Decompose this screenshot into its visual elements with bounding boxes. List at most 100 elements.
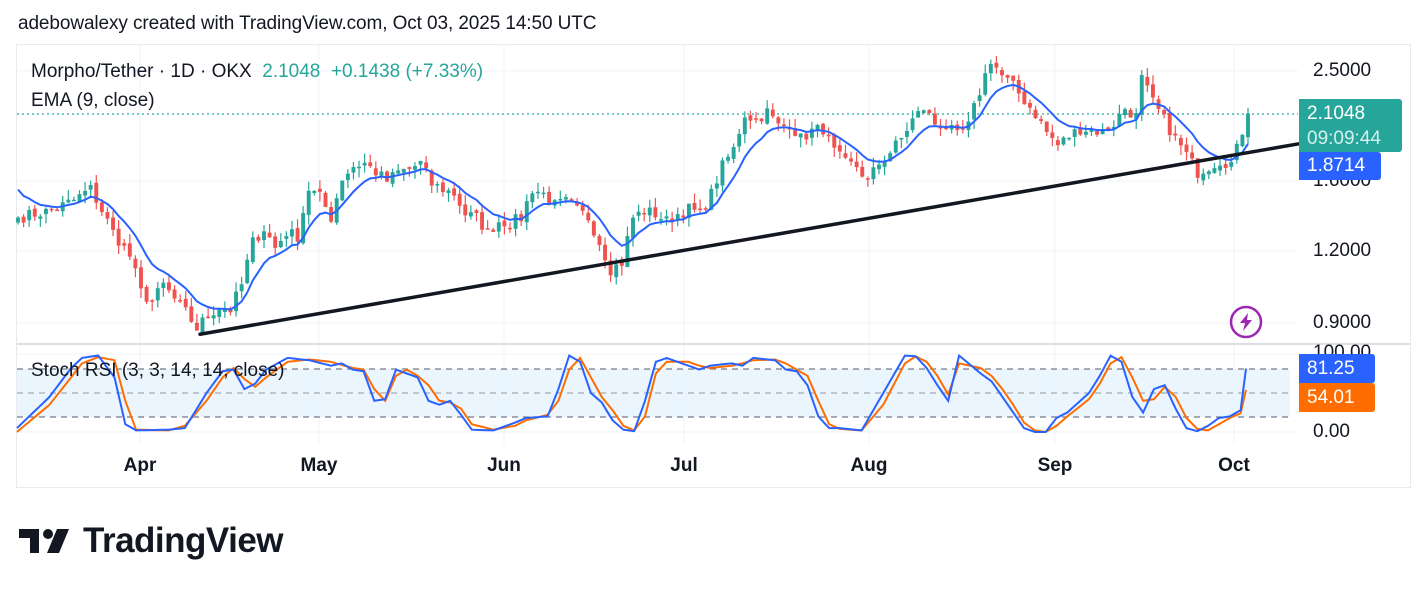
candle-down: [105, 207, 110, 225]
candle-body: [340, 180, 345, 201]
candle-down: [256, 234, 261, 243]
candle-body: [726, 156, 731, 161]
candle-body: [558, 198, 563, 201]
candle-body: [111, 217, 116, 230]
candle-body: [698, 208, 703, 211]
candle-body: [597, 235, 602, 246]
candle-down: [508, 222, 512, 233]
candle-down: [692, 193, 697, 213]
candle-body: [748, 115, 753, 121]
candle-body: [357, 166, 362, 169]
candle-body: [452, 188, 457, 196]
candle-body: [1134, 113, 1139, 120]
candle-down: [183, 290, 188, 311]
candle-body: [1212, 168, 1217, 173]
candle-body: [1206, 171, 1211, 175]
candle-body: [144, 286, 149, 302]
candle-up: [535, 182, 540, 199]
candle-down: [116, 220, 121, 255]
candle-up: [217, 308, 222, 324]
ema-legend[interactable]: EMA (9, close): [31, 90, 155, 111]
candle-down: [1095, 130, 1100, 137]
candle-body: [245, 259, 250, 284]
candle-down: [849, 151, 854, 166]
ema-line: [17, 83, 1249, 311]
trendline[interactable]: [198, 142, 1300, 336]
candle-up: [1212, 162, 1217, 174]
tradingview-logo[interactable]: TradingView: [19, 521, 284, 561]
candle-up: [278, 233, 283, 249]
candle-down: [206, 307, 211, 319]
candle-body: [614, 264, 619, 278]
candle-body: [1106, 127, 1111, 131]
candle-body: [1039, 119, 1044, 121]
candle-up: [977, 88, 982, 107]
candle-body: [71, 199, 76, 202]
candle-down: [178, 294, 183, 304]
candle-body: [88, 185, 93, 190]
candle-body: [278, 240, 283, 248]
candle-up: [16, 216, 20, 225]
candle-body: [888, 153, 893, 162]
candle-body: [692, 202, 697, 210]
candle-up: [345, 169, 350, 189]
candle-down: [1033, 105, 1038, 119]
candle-body: [474, 210, 479, 213]
candle-body: [217, 309, 222, 317]
candle-up: [524, 194, 529, 231]
candle-body: [994, 62, 999, 68]
candle-up: [558, 190, 563, 206]
candle-body: [625, 236, 630, 267]
candle-body: [591, 221, 596, 236]
candle-body: [16, 217, 20, 223]
candle-body: [826, 134, 831, 137]
candle-up: [390, 168, 395, 188]
candle-body: [849, 158, 854, 162]
candle-body: [860, 166, 865, 177]
candle-body: [513, 214, 518, 229]
symbol-legend[interactable]: Morpho/Tether · 1D · OKX 2.1048 +0.1438 …: [31, 61, 483, 83]
candle-body: [972, 103, 977, 120]
candle-body: [793, 128, 798, 136]
candle-body: [1150, 84, 1155, 98]
candle-body: [636, 211, 641, 216]
candle-up: [161, 278, 166, 297]
candle-body: [765, 108, 770, 124]
candle-body: [440, 182, 445, 193]
candle-down: [865, 176, 870, 187]
candle-body: [1111, 126, 1116, 130]
candle-up: [988, 59, 993, 82]
candle-body: [267, 232, 272, 238]
candle-body: [1218, 165, 1223, 171]
stoch-tick: 0.00: [1313, 421, 1350, 442]
candle-body: [295, 228, 300, 242]
candle-up: [871, 157, 876, 185]
candle-body: [603, 244, 608, 261]
candle-body: [815, 124, 820, 132]
candle-down: [133, 255, 138, 278]
candle-down: [793, 118, 798, 137]
candle-body: [491, 229, 496, 232]
candle-body: [194, 322, 199, 331]
alert-bolt-icon[interactable]: [1229, 305, 1263, 339]
candle-body: [575, 201, 580, 206]
candle-body: [519, 214, 524, 222]
candle-body: [1044, 121, 1049, 133]
candle-up: [262, 225, 266, 249]
candle-body: [1178, 137, 1183, 146]
candle-body: [1139, 75, 1144, 115]
candle-body: [1027, 102, 1032, 108]
candle-body: [396, 170, 401, 174]
candle-down: [189, 297, 194, 324]
price-tick: 1.2000: [1313, 240, 1372, 261]
candle-down: [698, 199, 703, 215]
candle-body: [480, 212, 485, 230]
candle-body: [1067, 137, 1072, 140]
candle-body: [737, 133, 742, 147]
candle-up: [250, 231, 255, 265]
stoch-legend[interactable]: Stoch RSI (3, 3, 14, 14, close): [31, 360, 285, 381]
candle-down: [1044, 121, 1049, 136]
candle-body: [988, 63, 993, 74]
candle-down: [843, 144, 848, 160]
